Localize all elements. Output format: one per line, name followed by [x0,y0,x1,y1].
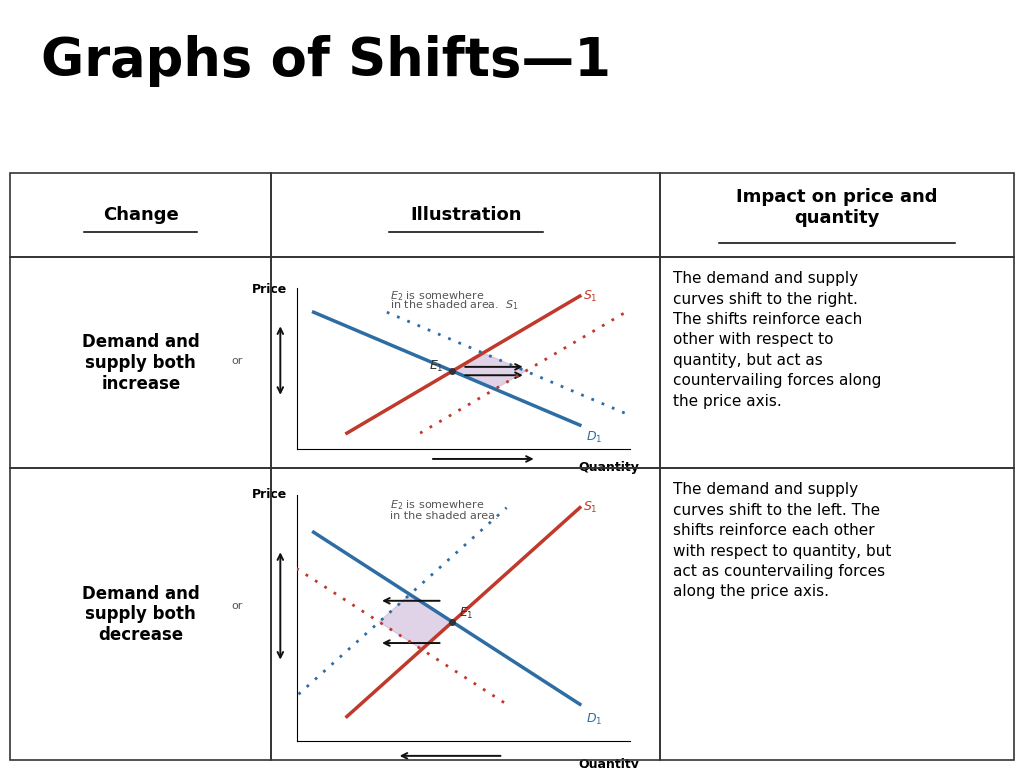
Text: or: or [231,356,243,366]
Polygon shape [379,594,453,650]
Text: Price: Price [252,488,287,501]
Text: $D_1$: $D_1$ [587,430,603,445]
Text: Demand and
supply both
decrease: Demand and supply both decrease [82,584,200,644]
Text: $D_1$: $D_1$ [587,712,603,727]
Text: $E_2$ is somewhere: $E_2$ is somewhere [390,498,484,511]
Text: The demand and supply
curves shift to the left. The
shifts reinforce each other
: The demand and supply curves shift to th… [673,482,891,599]
Polygon shape [453,353,525,389]
Text: $E_1$: $E_1$ [459,606,474,621]
Text: Quantity: Quantity [579,758,640,768]
Text: The demand and supply
curves shift to the right.
The shifts reinforce each
other: The demand and supply curves shift to th… [673,271,881,409]
Text: Demand and
supply both
increase: Demand and supply both increase [82,333,200,392]
Text: Illustration: Illustration [411,206,521,224]
Text: Quantity: Quantity [579,461,640,474]
Text: Price: Price [252,283,287,296]
Text: $E_1$: $E_1$ [429,359,443,373]
Text: in the shaded area.: in the shaded area. [390,511,499,521]
Text: in the shaded area.  $S_1$: in the shaded area. $S_1$ [390,299,519,313]
Text: $S_1$: $S_1$ [583,289,598,303]
Text: $S_1$: $S_1$ [583,500,598,515]
Text: Graphs of Shifts—1: Graphs of Shifts—1 [41,35,611,87]
Text: Impact on price and
quantity: Impact on price and quantity [736,188,938,227]
Text: or: or [231,601,243,611]
Text: $E_2$ is somewhere: $E_2$ is somewhere [390,290,484,303]
Text: Change: Change [103,206,178,224]
